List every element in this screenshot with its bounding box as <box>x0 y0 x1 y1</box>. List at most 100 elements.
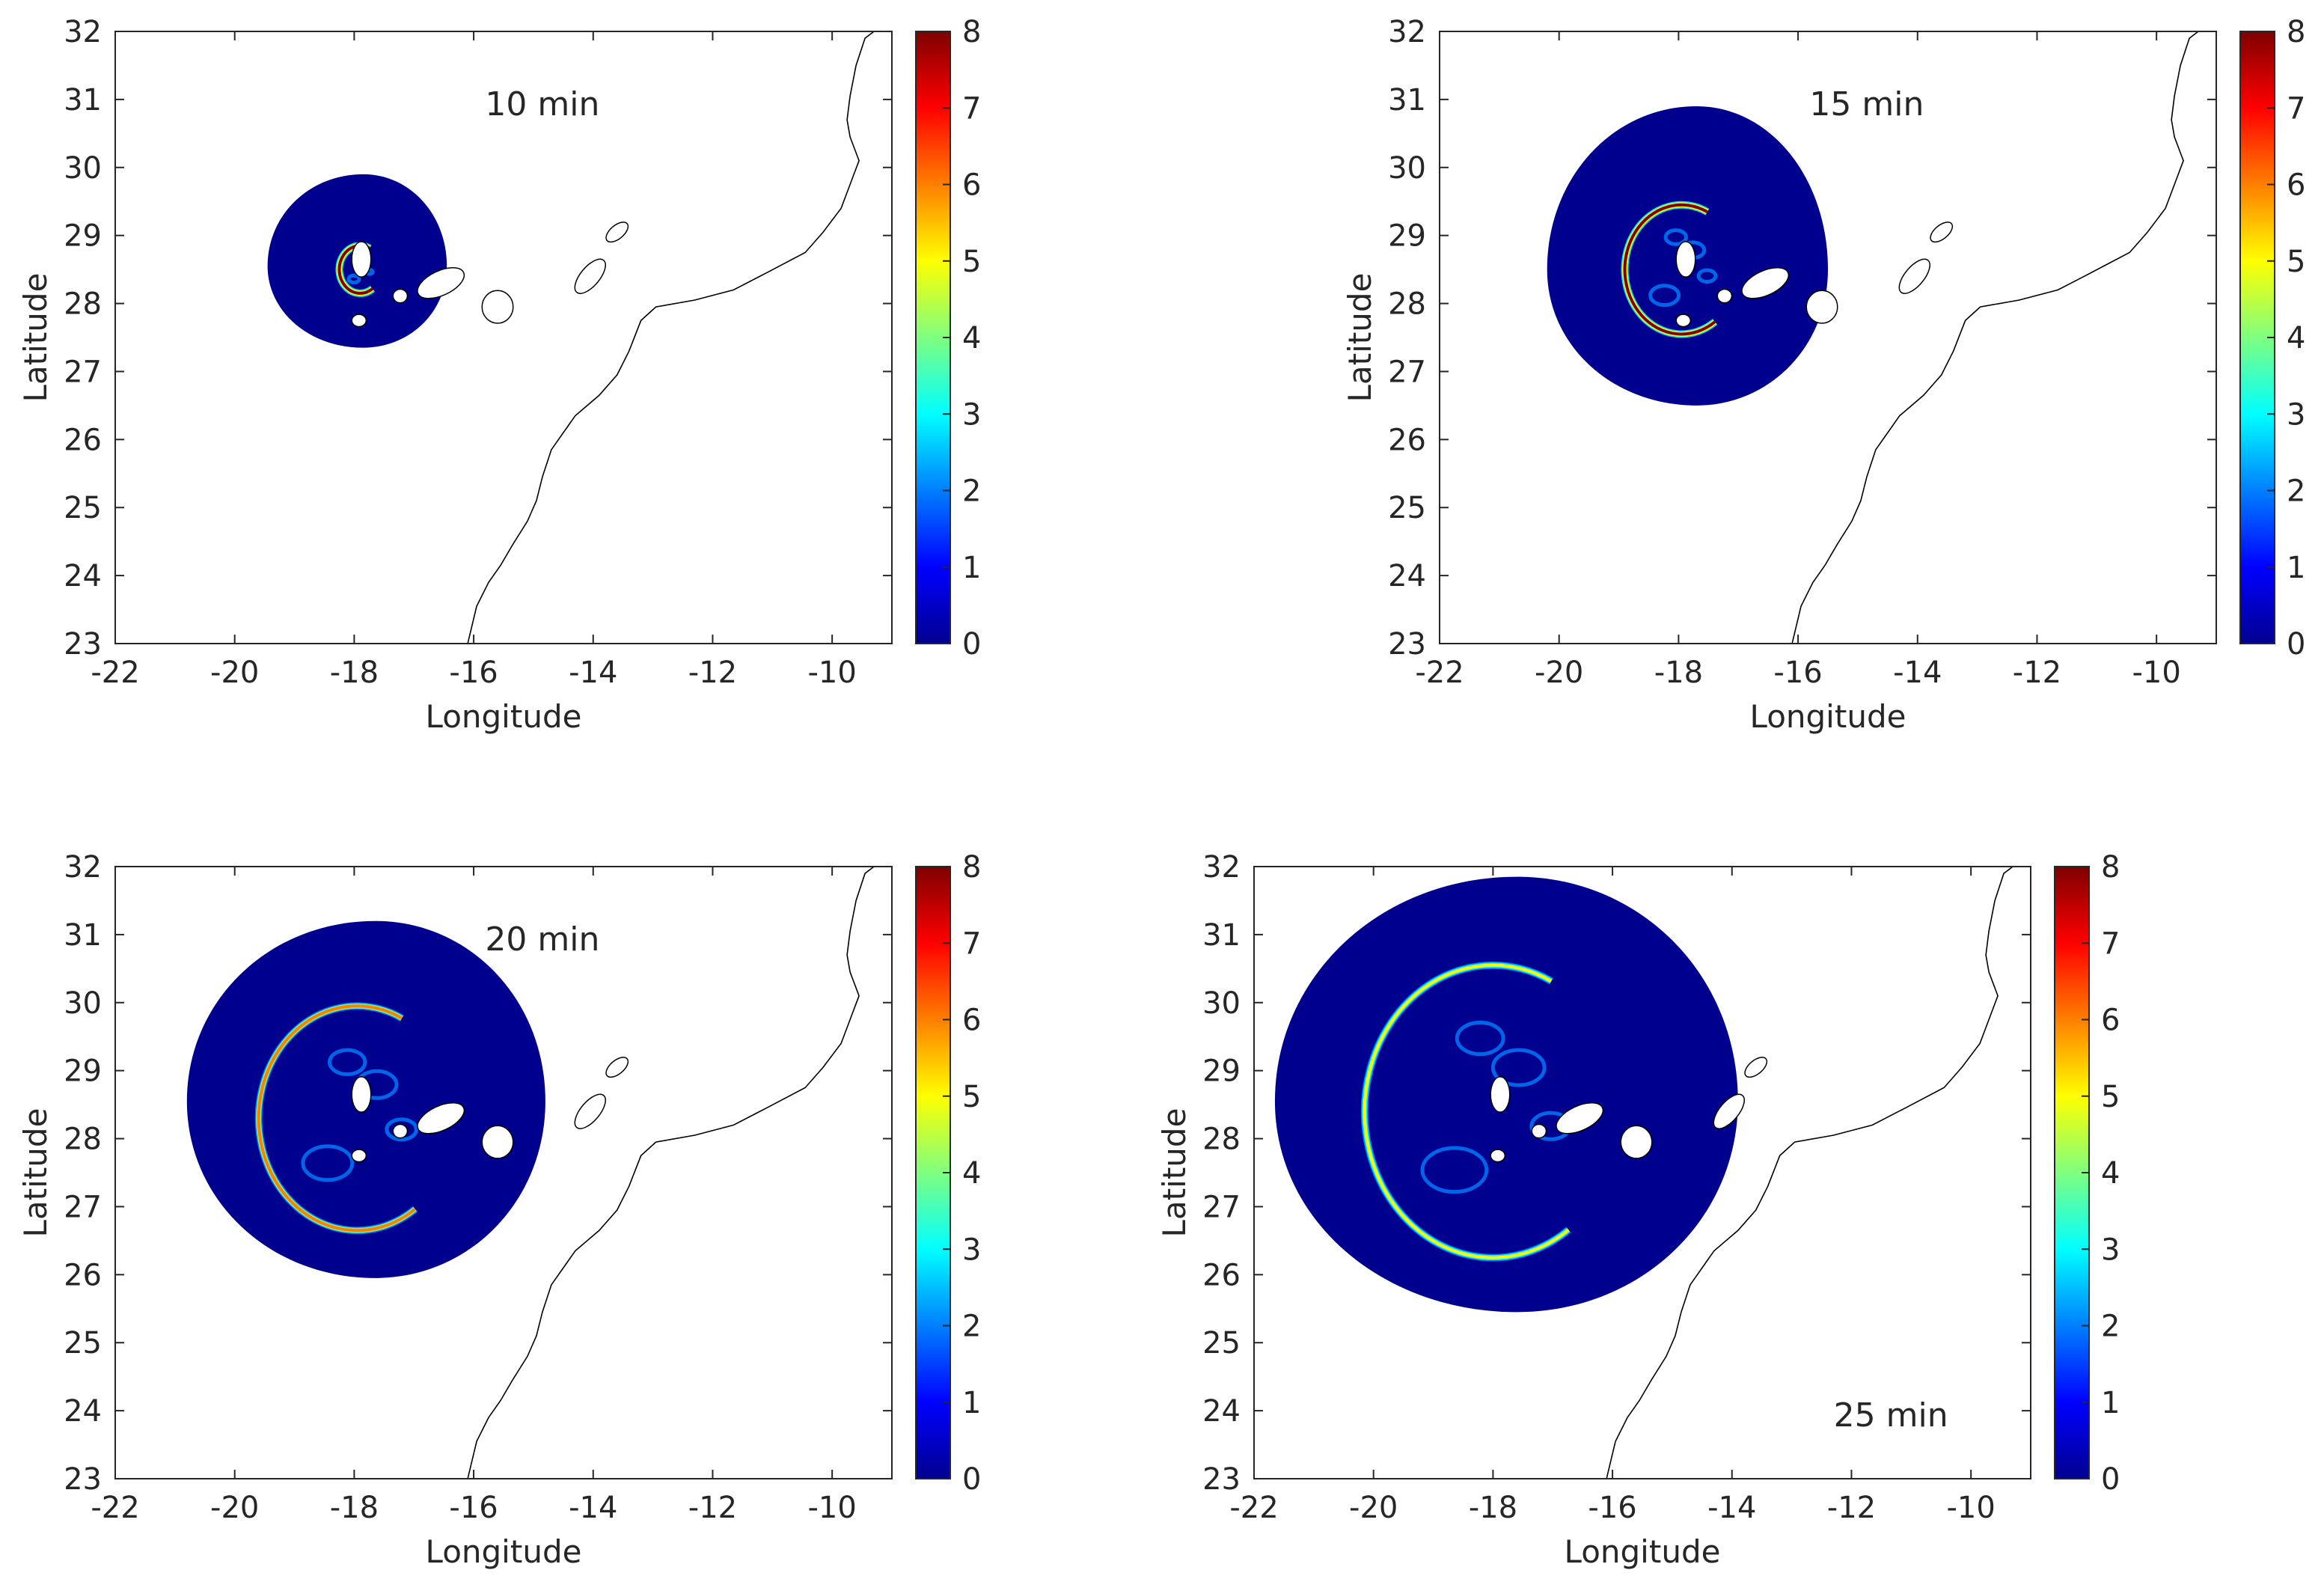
y-tick-label: 32 <box>1202 850 1241 885</box>
island <box>1741 267 1790 299</box>
y-axis-label: Latitude <box>17 1108 54 1238</box>
y-tick-label: 24 <box>64 1394 102 1429</box>
island <box>574 1093 606 1129</box>
panel-title: 15 min <box>1809 85 1924 123</box>
x-tick-label: -14 <box>1707 1491 1756 1525</box>
y-tick-label: 23 <box>1388 627 1426 662</box>
colorbar-tick-label: 8 <box>2101 850 2120 885</box>
y-tick-label: 29 <box>1388 219 1426 254</box>
y-tick-label: 24 <box>64 559 102 593</box>
colorbar-tick-label: 5 <box>2287 245 2305 279</box>
island <box>1744 1057 1768 1078</box>
y-tick-label: 32 <box>1388 15 1426 49</box>
colorbar-tick-label: 3 <box>2287 397 2305 432</box>
island <box>1675 314 1692 328</box>
crest-band <box>257 1004 417 1233</box>
colorbar: 0 1 2 3 4 5 6 7 8 <box>2054 850 2120 1497</box>
y-tick-label: 28 <box>64 287 102 322</box>
x-tick-label: -16 <box>1588 1491 1636 1525</box>
scattered-wave <box>1663 228 1688 246</box>
colorbar-tick-label: 3 <box>2101 1233 2120 1267</box>
map-area <box>1439 31 2217 644</box>
panel-10-min: 10 min Longitude Latitude -22 -20 -18 -16 -1… <box>17 15 981 735</box>
panel-25-min: 25 min Longitude Latitude -22 -20 -18 -16 -1… <box>1156 850 2120 1570</box>
colorbar-tick-label: 2 <box>2101 1310 2120 1344</box>
island <box>1490 1149 1506 1163</box>
island <box>1556 1102 1604 1134</box>
island <box>1805 290 1838 324</box>
x-tick-label: -16 <box>449 1491 498 1525</box>
x-tick-label: -20 <box>210 656 259 690</box>
x-tick-label: -12 <box>688 656 737 690</box>
colorbar-tick-label: 0 <box>2101 1462 2120 1497</box>
colorbar-tick-label: 1 <box>2287 551 2305 585</box>
y-tick-label: 25 <box>1388 491 1426 525</box>
axis-ticks: -22 -20 -18 -16 -14 -12 -10 23 24 25 26 27 28 29 30 31 3… <box>1388 15 2216 690</box>
x-tick-label: -16 <box>1773 656 1822 690</box>
x-tick-label: -14 <box>569 656 617 690</box>
island <box>351 1149 367 1163</box>
scattered-wave <box>327 1048 367 1077</box>
y-axis-label: Latitude <box>1342 273 1378 403</box>
y-axis-label: Latitude <box>1156 1108 1193 1238</box>
island <box>1620 1125 1653 1159</box>
y-tick-label: 32 <box>64 15 102 49</box>
y-tick-label: 24 <box>1388 559 1426 593</box>
map-area <box>1253 866 2031 1479</box>
island <box>1675 241 1696 278</box>
colorbar-tick-label: 4 <box>962 321 981 355</box>
island <box>392 1123 409 1139</box>
colorbar-tick-label: 8 <box>962 15 981 49</box>
colorbar-tick-label: 7 <box>2287 91 2305 126</box>
y-tick-label: 31 <box>1388 83 1426 117</box>
y-tick-label: 27 <box>64 1190 102 1224</box>
scattered-wave <box>1490 1048 1547 1087</box>
island <box>351 314 367 328</box>
x-tick-label: -12 <box>1827 1491 1876 1525</box>
y-tick-label: 31 <box>64 918 102 953</box>
colorbar-tick-label: 1 <box>2101 1386 2120 1420</box>
x-tick-label: -22 <box>91 656 139 690</box>
crest-band <box>1363 963 1570 1259</box>
axis-ticks: -22 -20 -18 -16 -14 -12 -10 23 24 25 26 27 28 29 30 31 3… <box>1202 850 2031 1525</box>
y-tick-label: 27 <box>1388 355 1426 389</box>
map-content <box>267 31 875 644</box>
x-axis-label: Longitude <box>426 1533 582 1570</box>
coastline <box>467 867 875 1479</box>
colorbar-tick-label: 5 <box>962 245 981 279</box>
island <box>351 1076 372 1113</box>
panel-20-min: 20 min Longitude Latitude -22 -20 -18 -16 -1… <box>17 850 981 1570</box>
x-tick-label: -14 <box>569 1491 617 1525</box>
colorbar-tick-label: 7 <box>962 926 981 961</box>
colorbar-tick-label: 0 <box>2287 627 2305 662</box>
y-axis-label: Latitude <box>17 273 54 403</box>
x-tick-label: -10 <box>1946 1491 1995 1525</box>
y-tick-label: 31 <box>64 83 102 117</box>
x-tick-label: -20 <box>1535 656 1583 690</box>
island <box>605 1057 629 1078</box>
axis-ticks: -22 -20 -18 -16 -14 -12 -10 23 24 25 26 27 28 29 30 31 3… <box>64 850 892 1525</box>
y-tick-label: 26 <box>1388 423 1426 457</box>
island <box>1716 288 1733 304</box>
map-area <box>114 31 893 644</box>
coastline <box>1606 867 2013 1479</box>
y-tick-label: 26 <box>1202 1258 1241 1292</box>
colorbar-tick-label: 1 <box>962 551 981 585</box>
colorbar-tick-label: 8 <box>962 850 981 885</box>
island <box>417 1102 465 1134</box>
x-axis-label: Longitude <box>1565 1533 1721 1570</box>
x-tick-label: -10 <box>807 1491 856 1525</box>
axes-frame <box>1439 31 2217 644</box>
y-tick-label: 30 <box>1202 986 1241 1021</box>
colorbar-tick-label: 2 <box>2287 474 2305 509</box>
island <box>1490 1076 1511 1113</box>
colorbar-tick-label: 2 <box>962 474 981 509</box>
scattered-wave <box>346 273 361 285</box>
y-tick-label: 26 <box>64 423 102 457</box>
x-tick-label: -22 <box>91 1491 139 1525</box>
island <box>1930 222 1954 243</box>
x-tick-label: -18 <box>1654 656 1703 690</box>
y-tick-label: 23 <box>64 1462 102 1497</box>
y-tick-label: 28 <box>1202 1123 1241 1157</box>
